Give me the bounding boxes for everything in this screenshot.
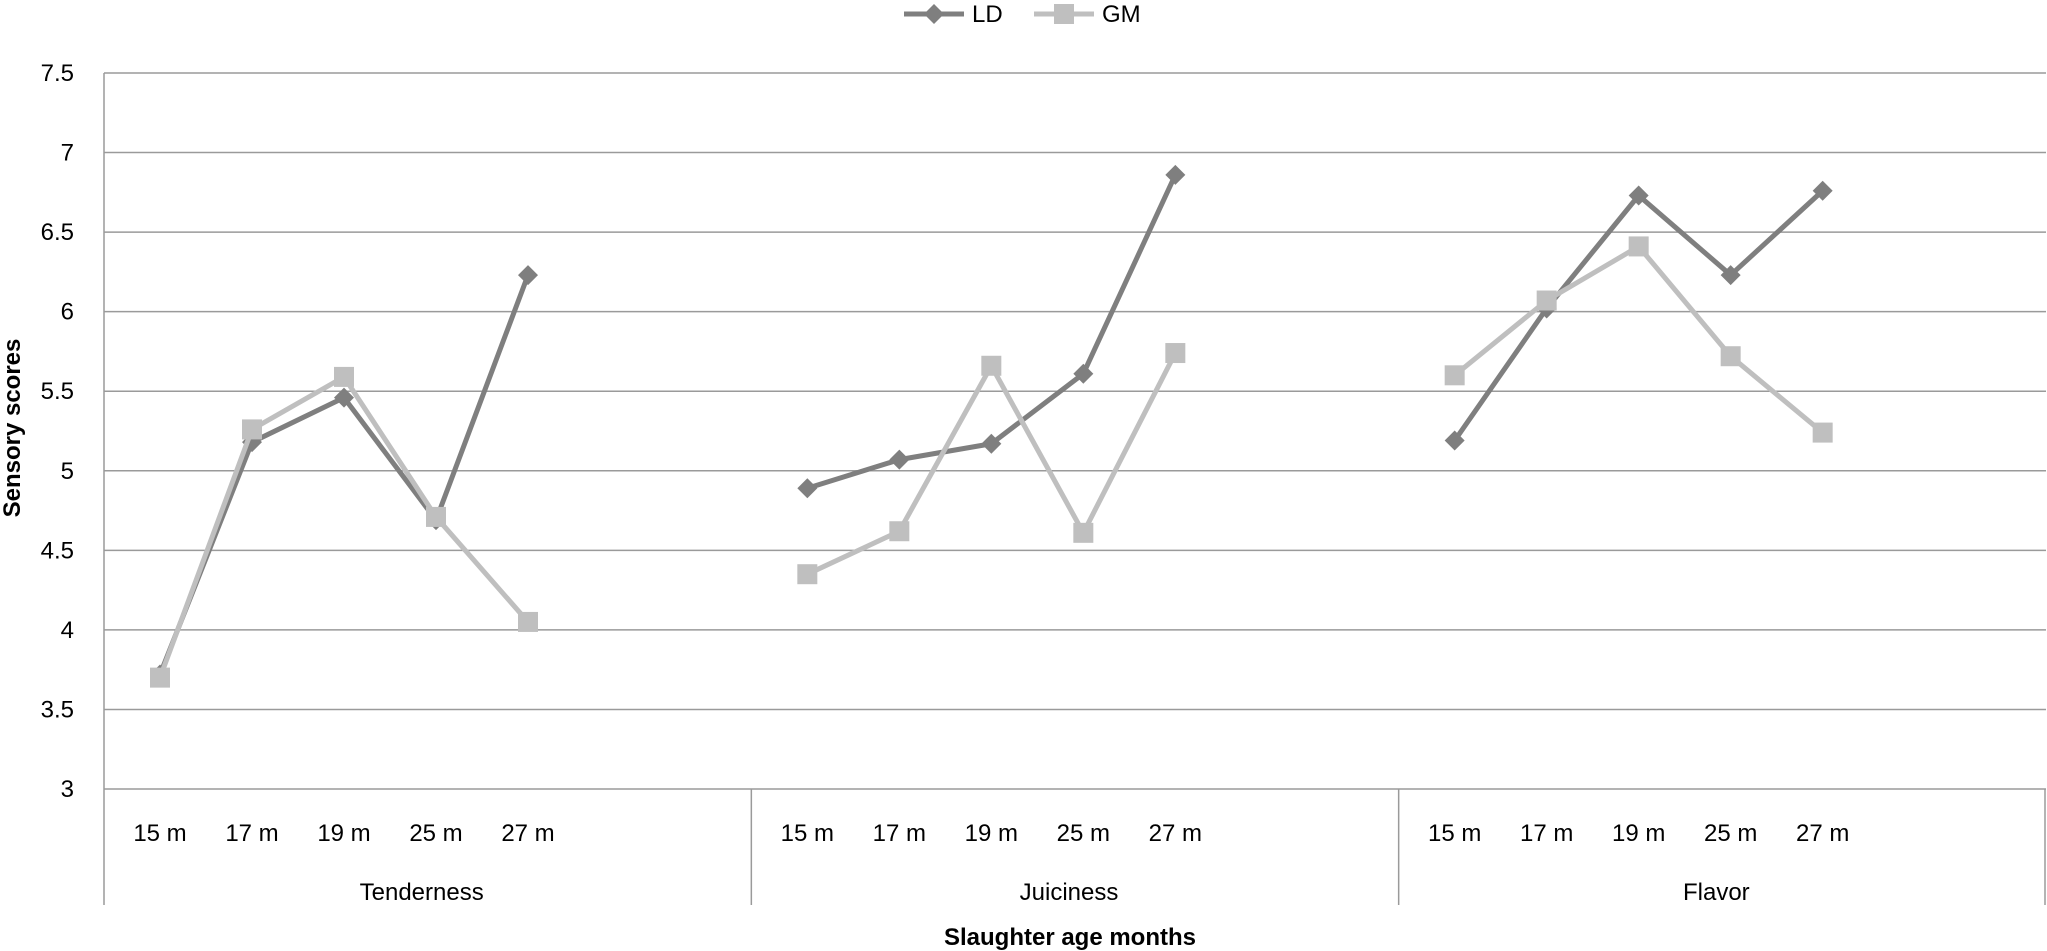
- series-ld: [150, 164, 1833, 685]
- legend-marker: [1054, 4, 1074, 24]
- y-tick-label: 7: [61, 140, 74, 167]
- data-point-gm: [1720, 346, 1741, 367]
- y-tick-label: 6.5: [41, 219, 74, 246]
- data-point-ld: [1720, 265, 1741, 286]
- data-point-gm: [150, 667, 170, 688]
- legend-marker: [924, 4, 944, 24]
- y-tick-label: 3.5: [41, 696, 74, 723]
- x-tick-label: 19 m: [317, 820, 370, 847]
- series-gm: [150, 236, 1833, 688]
- y-tick-label: 4.5: [41, 537, 74, 564]
- data-point-gm: [1812, 422, 1833, 443]
- group-label: Tenderness: [360, 879, 484, 906]
- data-point-gm: [1628, 236, 1649, 257]
- data-point-gm: [1444, 365, 1465, 386]
- data-point-gm: [1536, 290, 1557, 311]
- series-line-ld: [1452, 188, 1825, 442]
- series-line-gm: [806, 351, 1178, 577]
- data-point-ld: [797, 478, 818, 499]
- y-tick-label: 7.5: [41, 60, 74, 87]
- x-tick-label: 27 m: [1149, 820, 1202, 847]
- data-point-ld: [1812, 180, 1833, 201]
- group-label: Juiciness: [1020, 879, 1119, 906]
- x-tick-label: 17 m: [1520, 820, 1573, 847]
- data-point-ld: [334, 387, 354, 408]
- data-point-ld: [1444, 430, 1465, 451]
- x-tick-label: 15 m: [1428, 820, 1481, 847]
- data-point-ld: [981, 433, 1002, 454]
- data-point-ld: [1073, 363, 1094, 384]
- series-lines: [150, 164, 1833, 688]
- data-point-gm: [242, 419, 262, 440]
- x-tick-label: 15 m: [133, 820, 186, 847]
- data-point-gm: [797, 564, 818, 585]
- data-point-ld: [1165, 164, 1186, 185]
- data-point-ld: [1628, 185, 1649, 206]
- data-point-gm: [889, 521, 910, 542]
- data-point-ld: [518, 265, 538, 286]
- y-tick-label: 3: [61, 776, 74, 803]
- series-line-ld: [157, 274, 531, 676]
- data-point-gm: [1073, 522, 1094, 543]
- data-point-ld: [889, 449, 910, 470]
- series-line-gm: [1453, 243, 1825, 435]
- y-tick-label: 5: [61, 458, 74, 485]
- x-tick-label: 17 m: [225, 820, 278, 847]
- y-axis-ticks: 3 3.5 4 4.5 5 5.5 6 6.5 7 7.5: [41, 60, 74, 803]
- data-point-gm: [1165, 343, 1186, 364]
- legend-label: GM: [1102, 1, 1141, 28]
- data-point-gm: [981, 355, 1002, 376]
- group-label: Flavor: [1683, 879, 1750, 906]
- x-tick-label: 17 m: [873, 820, 926, 847]
- legend-label: LD: [972, 1, 1003, 28]
- data-point-gm: [426, 506, 446, 527]
- legend-item-ld: LD: [904, 1, 1003, 28]
- y-tick-label: 6: [61, 299, 74, 326]
- legend-item-gm: GM: [1034, 1, 1141, 28]
- x-tick-label: 25 m: [1704, 820, 1757, 847]
- y-tick-label: 5.5: [41, 378, 74, 405]
- x-tick-label: 25 m: [1057, 820, 1110, 847]
- x-tick-label: 15 m: [781, 820, 834, 847]
- y-tick-label: 4: [61, 617, 74, 644]
- x-axis-title: Slaughter age months: [944, 924, 1196, 951]
- y-axis-title: Sensory scores: [0, 339, 26, 518]
- x-axis: 15 m 17 m 19 m 25 m 27 m Tenderness 15 m 17 m 19…: [133, 789, 2046, 906]
- legend: LD GM: [904, 1, 1141, 28]
- x-tick-label: 27 m: [501, 820, 554, 847]
- x-tick-label: 19 m: [965, 820, 1018, 847]
- x-tick-label: 19 m: [1612, 820, 1665, 847]
- x-tick-label: 27 m: [1796, 820, 1849, 847]
- x-tick-label: 25 m: [409, 820, 462, 847]
- gridlines: [103, 72, 2046, 905]
- data-point-gm: [334, 366, 354, 387]
- data-point-gm: [518, 611, 538, 632]
